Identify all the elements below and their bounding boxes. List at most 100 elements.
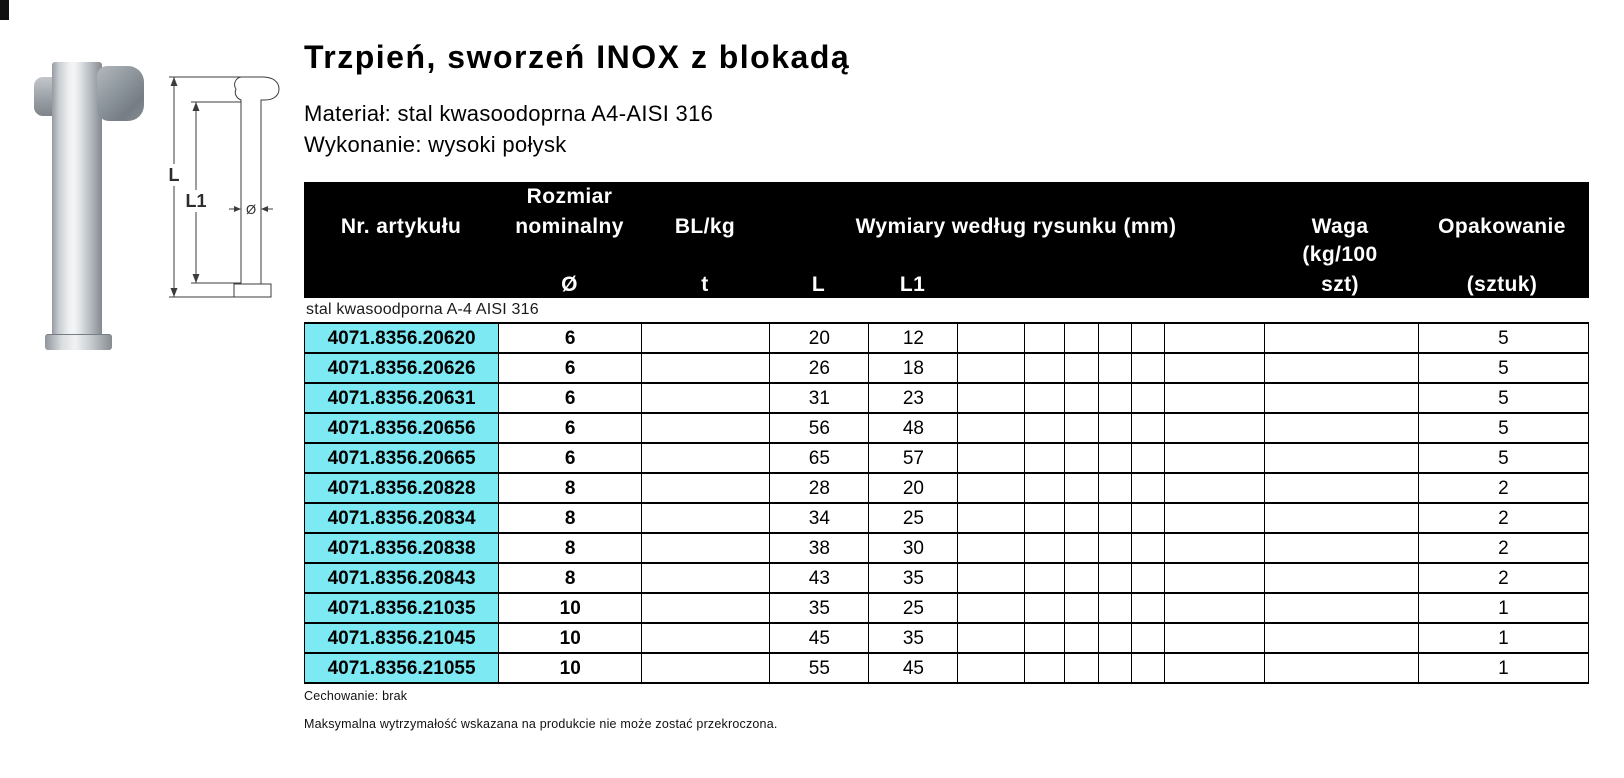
size-cell: 10: [498, 652, 643, 684]
article-number-cell: 4071.8356.20843: [303, 562, 500, 594]
empty-cell: [1163, 412, 1265, 444]
packaging-cell: 5: [1417, 412, 1590, 444]
empty-cell: [1130, 562, 1165, 594]
table-row: 4071.8356.20665 6 65 57 5: [303, 442, 1590, 474]
size-cell: 6: [498, 442, 643, 474]
empty-cell: [1163, 592, 1265, 624]
header-weight-line1: Waga: [1311, 215, 1369, 238]
dim-label-diameter: Ø: [246, 202, 256, 217]
empty-cell: [1163, 562, 1265, 594]
page-title: Trzpień, sworzeń INOX z blokadą: [304, 39, 851, 76]
packaging-cell: 2: [1417, 472, 1590, 504]
packaging-cell: 1: [1417, 652, 1590, 684]
empty-cell: [1163, 652, 1265, 684]
header-article: Nr. artykułu: [340, 215, 462, 238]
empty-cell: [1063, 562, 1099, 594]
weight-cell: [1263, 352, 1419, 384]
size-cell: 6: [498, 412, 643, 444]
empty-cell: [1023, 622, 1065, 654]
header-dimensions: Wymiary według rysunku (mm): [855, 215, 1177, 238]
header-dim-l1: L1: [899, 273, 926, 296]
bl-cell: [641, 412, 771, 444]
empty-cell: [1063, 592, 1099, 624]
empty-cell: [1063, 502, 1099, 534]
weight-cell: [1263, 532, 1419, 564]
weight-cell: [1263, 592, 1419, 624]
empty-cell: [957, 592, 1025, 624]
empty-cell: [1023, 592, 1065, 624]
weight-cell: [1263, 442, 1419, 474]
empty-cell: [1023, 502, 1065, 534]
empty-cell: [1097, 502, 1132, 534]
empty-cell: [1023, 322, 1065, 354]
empty-cell: [957, 622, 1025, 654]
empty-cell: [1097, 472, 1132, 504]
empty-cell: [1163, 472, 1265, 504]
table-row: 4071.8356.20828 8 28 20 2: [303, 472, 1590, 504]
empty-cell: [957, 442, 1025, 474]
empty-cell: [1097, 412, 1132, 444]
table-row: 4071.8356.20843 8 43 35 2: [303, 562, 1590, 594]
bl-cell: [641, 382, 771, 414]
empty-cell: [1130, 352, 1165, 384]
empty-cell: [1023, 652, 1065, 684]
empty-cell: [1130, 652, 1165, 684]
empty-cell: [1023, 352, 1065, 384]
table-row: 4071.8356.21055 10 55 45 1: [303, 652, 1590, 684]
product-table: Nr. artykułu Rozmiar nominalny Ø BL/kg t…: [303, 182, 1590, 684]
article-number-cell: 4071.8356.20838: [303, 532, 500, 564]
empty-cell: [1163, 382, 1265, 414]
packaging-cell: 2: [1417, 532, 1590, 564]
weight-cell: [1263, 622, 1419, 654]
dim-l1-cell: 35: [868, 622, 959, 654]
article-number-cell: 4071.8356.20828: [303, 472, 500, 504]
article-number-cell: 4071.8356.20656: [303, 412, 500, 444]
weight-cell: [1263, 502, 1419, 534]
dimension-drawing-svg: L L1 Ø: [166, 76, 280, 298]
page-corner-mark: [0, 0, 9, 20]
bl-cell: [641, 652, 771, 684]
dim-l-cell: 28: [769, 472, 870, 504]
article-number-cell: 4071.8356.20631: [303, 382, 500, 414]
empty-cell: [1163, 532, 1265, 564]
article-number-cell: 4071.8356.21045: [303, 622, 500, 654]
dim-l-cell: 34: [769, 502, 870, 534]
dim-l-cell: 31: [769, 382, 870, 414]
header-packaging-line1: Opakowanie: [1438, 215, 1566, 238]
footnote-marking: Cechowanie: brak: [304, 689, 408, 703]
dim-l1-cell: 30: [868, 532, 959, 564]
empty-cell: [1163, 352, 1265, 384]
article-number-cell: 4071.8356.21035: [303, 592, 500, 624]
pin-shaft: [52, 62, 102, 336]
header-weight-line3: szt): [1321, 273, 1359, 296]
empty-cell: [957, 652, 1025, 684]
empty-cell: [1063, 442, 1099, 474]
empty-cell: [1097, 652, 1132, 684]
weight-cell: [1263, 412, 1419, 444]
empty-cell: [1097, 352, 1132, 384]
material-line: Materiał: stal kwasoodoprna A4-AISI 316: [304, 101, 714, 126]
empty-cell: [1023, 562, 1065, 594]
empty-cell: [957, 562, 1025, 594]
table-row: 4071.8356.20834 8 34 25 2: [303, 502, 1590, 534]
empty-cell: [1063, 472, 1099, 504]
table-row: 4071.8356.20838 8 38 30 2: [303, 532, 1590, 564]
packaging-cell: 2: [1417, 562, 1590, 594]
packaging-cell: 5: [1417, 322, 1590, 354]
table-row: 4071.8356.21035 10 35 25 1: [303, 592, 1590, 624]
header-bl-sub: t: [701, 273, 709, 296]
empty-cell: [1023, 412, 1065, 444]
size-cell: 10: [498, 592, 643, 624]
weight-cell: [1263, 322, 1419, 354]
empty-cell: [1130, 322, 1165, 354]
empty-cell: [957, 472, 1025, 504]
table-body: 4071.8356.20620 6 20 12 5 4071.8356.2062…: [303, 322, 1590, 684]
dim-l1-cell: 35: [868, 562, 959, 594]
empty-cell: [1097, 532, 1132, 564]
size-cell: 8: [498, 472, 643, 504]
empty-cell: [1063, 532, 1099, 564]
dim-l-cell: 26: [769, 352, 870, 384]
bl-cell: [641, 532, 771, 564]
dim-l1-cell: 57: [868, 442, 959, 474]
dim-l-cell: 35: [769, 592, 870, 624]
